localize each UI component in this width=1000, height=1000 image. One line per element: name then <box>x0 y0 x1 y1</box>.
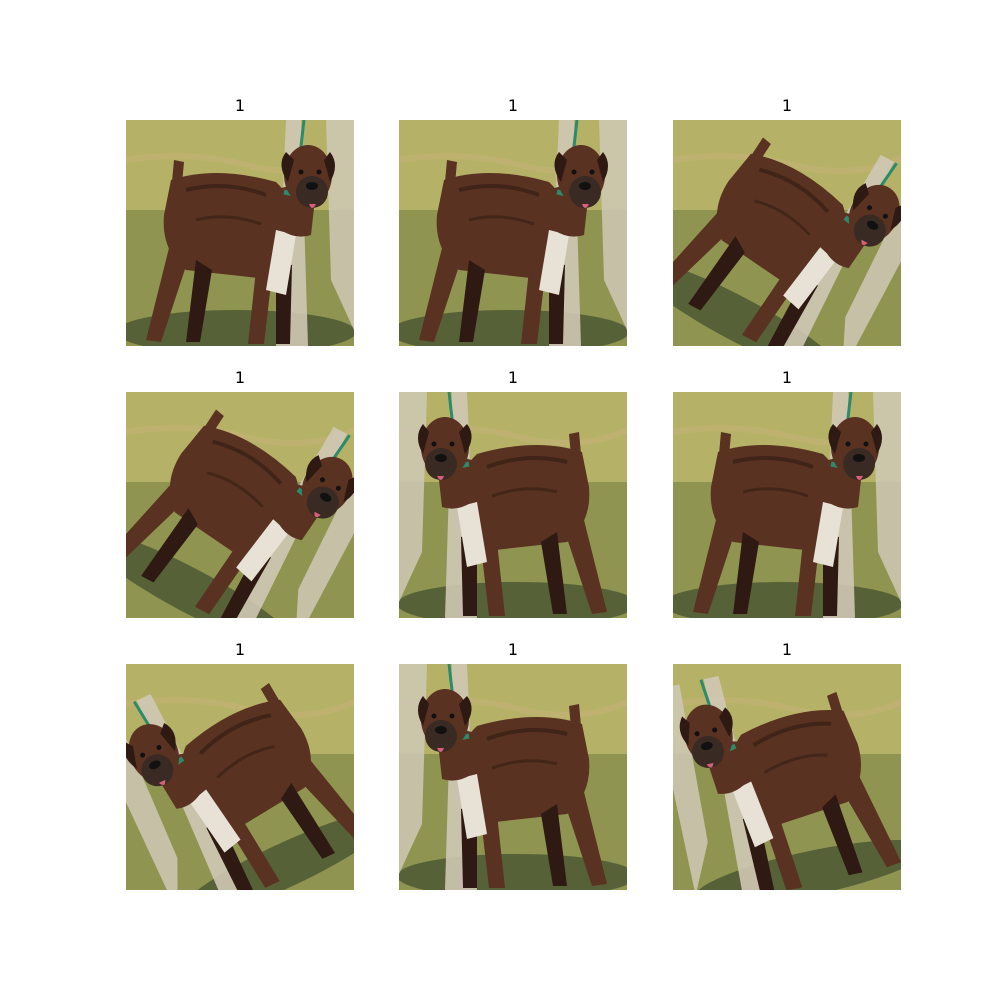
dog-photo <box>126 664 354 890</box>
dog-photo <box>399 120 627 346</box>
panel-title: 1 <box>781 96 793 115</box>
dog-photo <box>399 392 627 618</box>
panel-title: 1 <box>507 96 519 115</box>
dog-photo <box>126 120 354 346</box>
dog-photo <box>673 120 901 346</box>
panel-title: 1 <box>507 640 519 659</box>
panel-title: 1 <box>781 640 793 659</box>
panel-title: 1 <box>234 368 246 387</box>
dog-photo <box>126 392 354 618</box>
panel-title: 1 <box>234 96 246 115</box>
dog-photo <box>673 664 901 890</box>
panel-title: 1 <box>781 368 793 387</box>
panel-title: 1 <box>234 640 246 659</box>
dog-photo <box>399 664 627 890</box>
dog-photo <box>673 392 901 618</box>
panel-title: 1 <box>507 368 519 387</box>
